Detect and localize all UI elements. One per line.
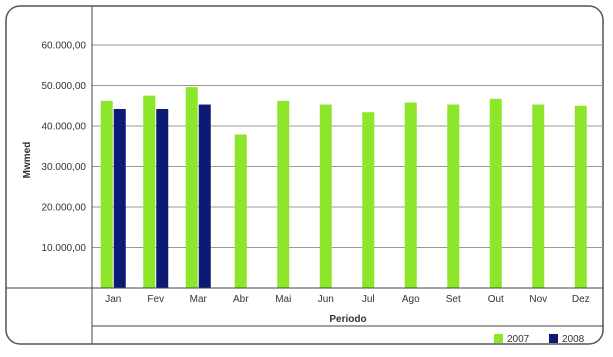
legend-label-2007: 2007 — [507, 334, 530, 345]
bar-2007 — [489, 98, 502, 289]
legend-swatch-2007 — [494, 334, 503, 343]
y-tick-label: 20.000,00 — [42, 203, 87, 214]
y-tick-labels: 10.000,00 20.000,00 30.000,00 40.000,00 50.0… — [42, 41, 87, 255]
y-tick-label: 60.000,00 — [42, 41, 87, 52]
bar-2008 — [156, 108, 169, 289]
gridlines — [92, 44, 603, 248]
bar-2008 — [113, 108, 126, 289]
bar-2007 — [319, 104, 332, 288]
bar-2007 — [143, 95, 156, 288]
x-tick-label: Set — [446, 294, 461, 305]
x-tick-label: Mai — [275, 294, 291, 305]
bar-2007 — [277, 100, 290, 288]
legend: 2007 2008 — [494, 334, 585, 345]
x-tick-labels: Jan Fev Mar Abr Mai Jun Jul Ago Set Out Nov Dez — [105, 294, 589, 305]
bar-2007 — [447, 104, 460, 288]
x-tick-label: Jan — [105, 294, 121, 305]
x-tick-label: Jun — [318, 294, 334, 305]
bar-2008 — [198, 104, 211, 288]
x-tick-label: Out — [488, 294, 504, 305]
bar-2007 — [362, 112, 375, 288]
chart-border — [5, 5, 604, 345]
x-tick-label: Fev — [147, 294, 164, 305]
bar-2007 — [532, 104, 545, 288]
bar-2007 — [185, 87, 198, 289]
x-tick-label: Dez — [572, 294, 590, 305]
bar-2007 — [100, 100, 113, 288]
y-axis-title: Mwmed — [22, 142, 33, 179]
x-tick-label: Abr — [233, 294, 249, 305]
x-tick-label: Mar — [190, 294, 208, 305]
axes — [6, 6, 603, 344]
y-tick-label: 50.000,00 — [42, 81, 87, 92]
legend-swatch-2008 — [549, 334, 558, 343]
y-tick-label: 30.000,00 — [42, 162, 87, 173]
x-tick-label: Jul — [362, 294, 375, 305]
x-tick-label: Ago — [402, 294, 420, 305]
y-tick-label: 10.000,00 — [42, 243, 87, 254]
legend-label-2008: 2008 — [562, 334, 585, 345]
x-axis-title: Periodo — [329, 314, 366, 325]
bar-2007 — [404, 102, 417, 288]
x-tick-label: Nov — [529, 294, 547, 305]
bars-group — [100, 87, 587, 289]
bar-2007 — [574, 105, 587, 288]
y-tick-label: 40.000,00 — [42, 122, 87, 133]
bar-2007 — [234, 134, 247, 288]
